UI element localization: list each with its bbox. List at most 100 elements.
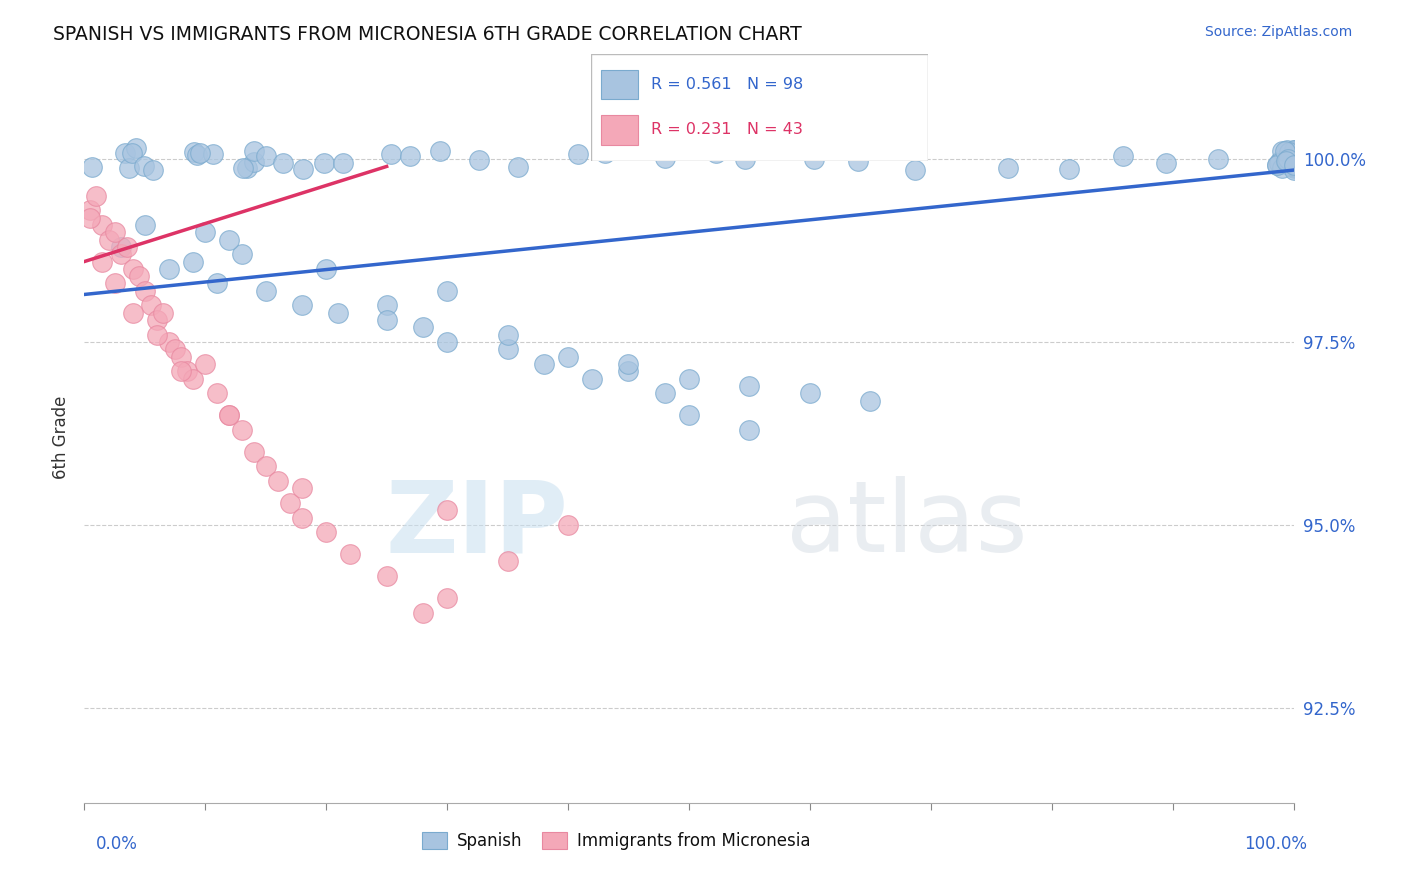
Point	[79, 211, 101, 225]
Point	[496, 327, 519, 342]
Point	[1282, 158, 1305, 172]
Point	[315, 261, 337, 276]
Point	[654, 151, 676, 165]
Point	[1282, 145, 1305, 160]
Point	[1278, 145, 1301, 160]
Point	[110, 240, 132, 254]
Point	[1271, 161, 1294, 175]
Point	[125, 141, 148, 155]
Point	[375, 313, 398, 327]
Point	[1267, 156, 1289, 170]
Point	[1275, 153, 1298, 168]
Point	[181, 371, 204, 385]
Point	[91, 254, 114, 268]
Point	[1271, 144, 1294, 158]
Point	[134, 159, 156, 173]
Point	[506, 161, 529, 175]
Point	[1057, 162, 1080, 177]
Point	[97, 233, 120, 247]
Text: Source: ZipAtlas.com: Source: ZipAtlas.com	[1205, 25, 1353, 39]
Point	[232, 161, 254, 175]
Point	[1154, 156, 1177, 170]
Point	[218, 408, 240, 422]
Point	[557, 350, 579, 364]
Point	[121, 261, 143, 276]
Point	[142, 163, 165, 178]
Point	[436, 591, 458, 605]
Y-axis label: 6th Grade: 6th Grade	[52, 395, 70, 479]
Point	[157, 334, 180, 349]
Text: atlas: atlas	[786, 476, 1028, 574]
Point	[1274, 145, 1296, 159]
Point	[617, 364, 640, 378]
Point	[291, 298, 314, 312]
Point	[79, 203, 101, 218]
Point	[1282, 146, 1305, 161]
Point	[1265, 158, 1288, 172]
Point	[803, 152, 825, 166]
Point	[114, 145, 136, 160]
Point	[194, 357, 217, 371]
Point	[467, 153, 489, 167]
Point	[859, 393, 882, 408]
Point	[315, 525, 337, 540]
Point	[201, 147, 224, 161]
Point	[218, 408, 240, 422]
Point	[1265, 158, 1288, 172]
Point	[412, 606, 434, 620]
Point	[267, 474, 290, 488]
Point	[291, 161, 314, 176]
Point	[1282, 163, 1305, 178]
Point	[291, 510, 314, 524]
Text: ZIP: ZIP	[385, 476, 568, 574]
Point	[706, 146, 728, 161]
Point	[271, 156, 294, 170]
Point	[243, 144, 266, 158]
Point	[207, 386, 229, 401]
Point	[380, 147, 402, 161]
Point	[115, 240, 138, 254]
Point	[104, 277, 127, 291]
Point	[121, 306, 143, 320]
Point	[1282, 149, 1305, 163]
Point	[291, 481, 314, 495]
Point	[581, 371, 603, 385]
Point	[654, 386, 676, 401]
Point	[176, 364, 198, 378]
Point	[86, 188, 108, 202]
Point	[91, 218, 114, 232]
Point	[139, 298, 162, 312]
Point	[1282, 160, 1305, 174]
Point	[1274, 157, 1296, 171]
Bar	[600, 115, 638, 145]
Point	[738, 379, 761, 393]
Point	[678, 371, 700, 385]
Point	[231, 247, 253, 261]
Point	[1282, 161, 1305, 176]
Point	[429, 144, 451, 158]
Point	[165, 343, 187, 357]
Point	[734, 153, 756, 167]
Point	[678, 408, 700, 422]
Point	[1282, 151, 1305, 165]
Point	[1277, 152, 1299, 166]
Point	[496, 554, 519, 568]
Text: 0.0%: 0.0%	[96, 835, 138, 853]
Point	[617, 357, 640, 371]
Text: SPANISH VS IMMIGRANTS FROM MICRONESIA 6TH GRADE CORRELATION CHART: SPANISH VS IMMIGRANTS FROM MICRONESIA 6T…	[53, 25, 803, 44]
Point	[231, 423, 253, 437]
Point	[398, 149, 420, 163]
Point	[181, 254, 204, 268]
Point	[557, 517, 579, 532]
Point	[1282, 145, 1305, 160]
Point	[1282, 159, 1305, 173]
Point	[118, 161, 141, 176]
Point	[412, 320, 434, 334]
Text: 100.0%: 100.0%	[1244, 835, 1308, 853]
Point	[194, 225, 217, 239]
Point	[1208, 152, 1230, 166]
Point	[218, 233, 240, 247]
Point	[80, 160, 103, 174]
Point	[134, 284, 156, 298]
Point	[170, 364, 193, 378]
